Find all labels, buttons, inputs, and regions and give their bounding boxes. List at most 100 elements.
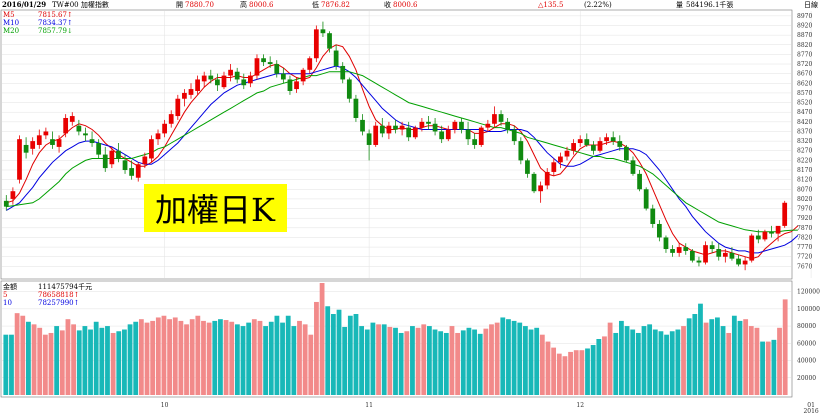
candle-up bbox=[775, 225, 781, 234]
volume-bar bbox=[421, 324, 427, 395]
candle-down bbox=[610, 137, 616, 142]
volume-bar bbox=[274, 315, 280, 395]
volume-bar bbox=[110, 332, 116, 395]
volume-bar bbox=[658, 331, 664, 395]
candle-up bbox=[703, 245, 708, 263]
volume-bar bbox=[285, 315, 291, 395]
volume-bar bbox=[585, 348, 590, 395]
candle-up bbox=[399, 125, 405, 130]
candle-down bbox=[650, 208, 656, 224]
price-gridlines bbox=[2, 11, 812, 278]
volume-bar bbox=[82, 326, 88, 395]
ma-legend-m20-value: 7857.79↓ bbox=[38, 27, 73, 35]
candle-down bbox=[498, 114, 504, 122]
ma-lines bbox=[6, 44, 799, 260]
ma-legend-m10-name: M10 bbox=[3, 19, 19, 27]
volume-bar bbox=[635, 332, 641, 395]
volume-bar bbox=[3, 334, 9, 395]
volume-bar bbox=[449, 326, 455, 395]
ma-legend: M5 7815.67↑ M10 7834.37↑ M20 7857.79↓ bbox=[3, 11, 73, 35]
price-tick-label: 8920 bbox=[797, 22, 812, 29]
volume-bar bbox=[472, 329, 477, 395]
volume-bar bbox=[37, 327, 43, 395]
candle-up bbox=[412, 127, 418, 138]
x-tick-label: 11 bbox=[365, 402, 373, 409]
volume-tick-label: 120000 bbox=[797, 289, 820, 296]
volume-bar bbox=[398, 332, 404, 395]
volume-bar bbox=[353, 314, 359, 395]
candle-down bbox=[3, 200, 9, 207]
candle-up bbox=[142, 156, 148, 165]
volume-bar bbox=[517, 322, 523, 395]
volume-bar bbox=[443, 332, 449, 395]
volume-bar bbox=[743, 319, 749, 395]
candle-up bbox=[676, 247, 682, 253]
volume-bar bbox=[302, 324, 308, 395]
volume-bar bbox=[522, 326, 528, 395]
candle-up bbox=[135, 164, 141, 178]
volume-bar bbox=[155, 317, 161, 395]
ma-legend-m5-value: 7815.67↑ bbox=[38, 11, 73, 19]
volume-bar bbox=[618, 320, 624, 395]
volume-bar bbox=[150, 320, 156, 395]
price-tick-label: 8570 bbox=[797, 90, 812, 97]
candle-down bbox=[116, 150, 121, 159]
price-tick-label: 8670 bbox=[797, 71, 812, 78]
candle-down bbox=[716, 249, 722, 257]
vol-legend-ma5-name: 5 bbox=[3, 291, 7, 299]
x-tick-label: 12 bbox=[576, 402, 584, 409]
candle-down bbox=[472, 139, 478, 145]
price-tick-label: 7820 bbox=[797, 234, 812, 241]
price-tick-label: 7770 bbox=[797, 244, 812, 251]
volume-bar bbox=[607, 322, 613, 395]
candle-up bbox=[300, 69, 306, 82]
candle-up bbox=[782, 202, 788, 226]
candle-down bbox=[234, 71, 240, 80]
volume-bar bbox=[212, 320, 218, 395]
price-tick-label: 8070 bbox=[797, 186, 812, 193]
candle-down bbox=[511, 129, 517, 142]
volume-bar bbox=[698, 303, 703, 395]
candle-up bbox=[56, 139, 62, 147]
price-tick-label: 8720 bbox=[797, 61, 812, 68]
candle-down bbox=[531, 173, 537, 192]
candle-down bbox=[122, 160, 128, 171]
candle-down bbox=[591, 144, 596, 151]
candle-up bbox=[762, 231, 768, 240]
price-tick-label: 8270 bbox=[797, 148, 812, 155]
volume-bar bbox=[754, 327, 760, 395]
overlay-title-box bbox=[144, 184, 287, 232]
volume-tick-label: 40000 bbox=[797, 358, 816, 365]
candle-up bbox=[10, 191, 16, 199]
volume-bar bbox=[178, 320, 184, 395]
header-close: 8000.6 bbox=[393, 1, 418, 9]
volume-tick-label: 20000 bbox=[797, 375, 816, 382]
volume-legend: 金額 111475794千元 5 78658818↑ 10 78257990↑ bbox=[3, 282, 92, 307]
volume-bar bbox=[359, 326, 365, 395]
x-tick-label: 10 bbox=[161, 402, 169, 409]
candle-up bbox=[188, 89, 194, 95]
candle-down bbox=[637, 173, 642, 190]
candle-up bbox=[294, 81, 299, 90]
candle-up bbox=[544, 171, 550, 186]
volume-bar bbox=[556, 353, 562, 395]
volume-bar bbox=[14, 313, 20, 395]
candle-down bbox=[23, 144, 29, 153]
candle-down bbox=[624, 146, 629, 161]
candle-down bbox=[96, 143, 102, 155]
x-tick-label: 01 bbox=[807, 402, 815, 409]
candle-up bbox=[722, 252, 728, 257]
candle-down bbox=[129, 168, 135, 176]
candle-down bbox=[663, 237, 669, 250]
volume-bar bbox=[229, 321, 235, 395]
candle-up bbox=[69, 116, 75, 122]
candle-down bbox=[208, 75, 214, 80]
candle-down bbox=[689, 250, 695, 261]
volume-bar bbox=[246, 322, 252, 395]
volume-bar bbox=[466, 327, 472, 395]
volume-bar bbox=[127, 324, 133, 395]
volume-bar bbox=[54, 326, 60, 395]
vol-legend-ma5-value: 78658818↑ bbox=[38, 291, 80, 299]
candle-up bbox=[577, 139, 583, 144]
